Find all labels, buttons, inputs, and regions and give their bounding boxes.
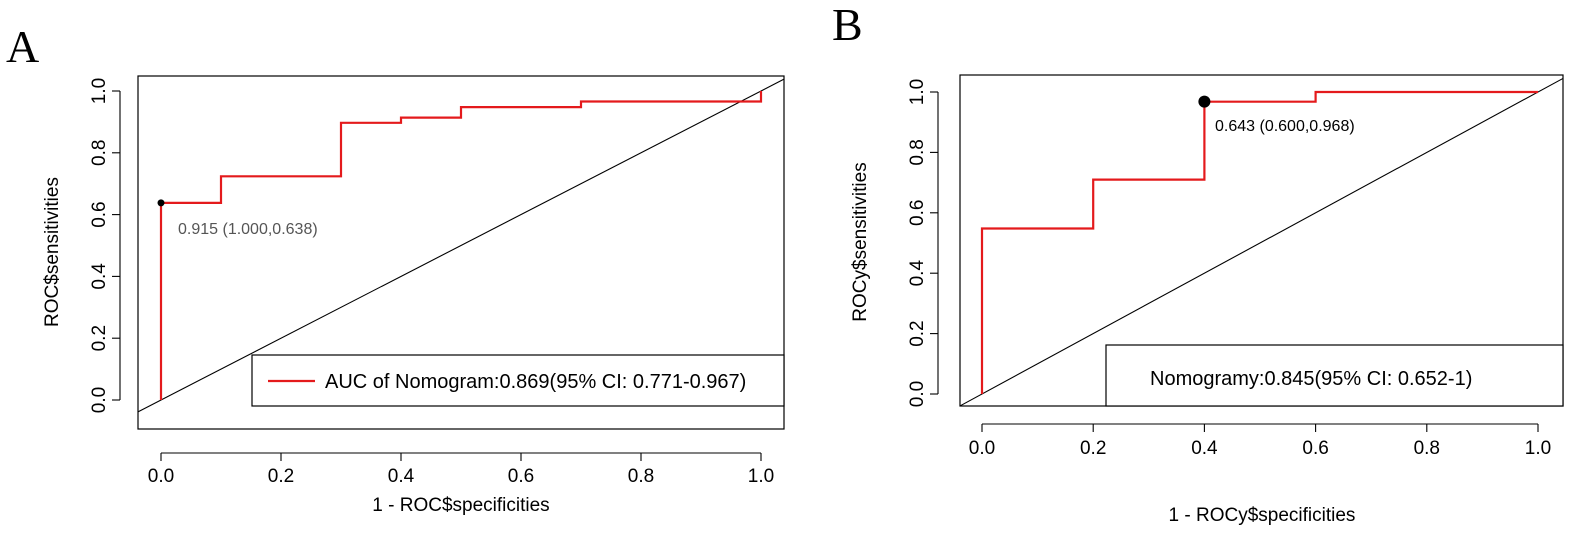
panel-a-letter: A: [6, 21, 39, 72]
panel-b-y-tick-label: 0.2: [907, 320, 928, 346]
panel-b-y-axis: 0.0 0.2 0.4 0.6 0.8 1.0: [907, 79, 939, 407]
panel-b-y-tick-label: 0.4: [907, 260, 928, 287]
panel-b-x-tick-label: 0.0: [969, 438, 995, 459]
panel-b-legend: Nomogramy:0.845(95% CI: 0.652-1): [1105, 344, 1564, 407]
panel-b-legend-box: [1105, 344, 1564, 407]
panel-a-x-tick-label: 0.2: [268, 466, 294, 487]
panel-a-x-tick-label: 1.0: [748, 466, 774, 487]
panel-a-roc-curve: [159, 91, 763, 400]
panel-a-y-tick-label: 0.0: [89, 387, 110, 413]
panel-a-legend: AUC of Nomogram:0.869(95% CI: 0.771-0.96…: [251, 354, 785, 407]
panel-b-diagonal-line: [959, 77, 1564, 407]
panel-b-y-tick-label: 1.0: [907, 79, 928, 105]
panel-b-x-tick-label: 0.2: [1080, 438, 1106, 459]
panel-a-legend-box: [251, 354, 785, 407]
panel-a-best-point-group: 0.915 (1.000,0.638): [157, 199, 318, 238]
panel-a-x-tick-label: 0.0: [148, 466, 174, 487]
panel-a-x-tick-label: 0.4: [388, 466, 415, 487]
panel-a-best-point-label: 0.915 (1.000,0.638): [178, 221, 318, 238]
panel-b-y-tick-label: 0.0: [907, 381, 928, 407]
panel-a-plot-frame: [137, 75, 785, 430]
panel-b-best-point-group: 0.643 (0.600,0.968): [1198, 95, 1355, 135]
panel-b-y-tick-label: 0.8: [907, 139, 928, 165]
panel-b-best-point-label: 0.643 (0.600,0.968): [1215, 118, 1355, 135]
panel-a-reference-line: [137, 78, 785, 413]
panel-a-x-tick-label: 0.8: [628, 466, 654, 487]
panel-b-reference-line: [959, 77, 1564, 407]
panel-a: A 0.00.20.40.60.81.0 0.0 0.2 0.4 0.6 0.8 1.0 …: [6, 21, 785, 516]
panel-a-series: [159, 91, 763, 400]
panel-b-x-axis-label: 1 - ROCy$specificities: [1169, 505, 1356, 526]
panel-a-diagonal-line: [137, 78, 785, 413]
panel-a-y-tick-label: 0.2: [89, 325, 110, 351]
panel-b-x-tick-label: 1.0: [1525, 438, 1551, 459]
panel-a-y-tick-label: 1.0: [89, 78, 110, 104]
panel-a-y-axis: 0.0 0.2 0.4 0.6 0.8 1.0: [89, 78, 121, 413]
panel-b: B 0.00.20.40.60.81.0 0.0 0.2 0.4 0.6 0.8 1.0 …: [832, 0, 1564, 526]
panel-b-letter: B: [832, 0, 863, 50]
panel-b-y-axis-label: ROCy$sensitivities: [850, 162, 871, 321]
panel-b-x-tick-label: 0.6: [1302, 438, 1328, 459]
panel-a-x-axis-label: 1 - ROC$specificities: [372, 495, 549, 516]
panel-b-best-point: [1198, 95, 1211, 108]
panel-b-x-tick-label: 0.4: [1191, 438, 1218, 459]
panel-a-y-tick-label: 0.8: [89, 140, 110, 166]
panel-a-best-point: [157, 199, 165, 207]
panel-b-x-tick-label: 0.8: [1414, 438, 1440, 459]
panel-b-x-axis: 0.0 0.2 0.4 0.6 0.8 1.0: [969, 423, 1551, 459]
panel-a-y-tick-label: 0.6: [89, 201, 110, 227]
panel-b-y-tick-label: 0.6: [907, 200, 928, 226]
panel-a-x-axis: 0.0 0.2 0.4 0.6 0.8 1.0: [148, 452, 774, 487]
panel-a-y-axis-label: ROC$sensitivities: [42, 177, 63, 327]
panel-a-y-tick-label: 0.4: [89, 263, 110, 290]
panel-b-series: [980, 90, 1538, 394]
panel-b-roc-curve: [980, 90, 1538, 394]
panel-a-x-tick-label: 0.6: [508, 466, 534, 487]
panel-a-legend-label: AUC of Nomogram:0.869(95% CI: 0.771-0.96…: [325, 371, 746, 393]
panel-b-legend-label: Nomogramy:0.845(95% CI: 0.652-1): [1150, 368, 1472, 390]
